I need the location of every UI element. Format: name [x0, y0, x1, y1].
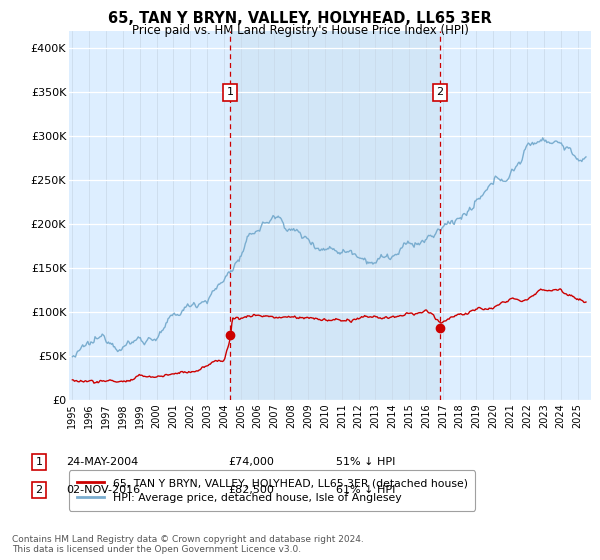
Text: 65, TAN Y BRYN, VALLEY, HOLYHEAD, LL65 3ER: 65, TAN Y BRYN, VALLEY, HOLYHEAD, LL65 3… [108, 11, 492, 26]
Text: 02-NOV-2016: 02-NOV-2016 [66, 485, 140, 495]
Text: 51% ↓ HPI: 51% ↓ HPI [336, 457, 395, 467]
Legend: 65, TAN Y BRYN, VALLEY, HOLYHEAD, LL65 3ER (detached house), HPI: Average price,: 65, TAN Y BRYN, VALLEY, HOLYHEAD, LL65 3… [69, 470, 475, 511]
Text: 61% ↓ HPI: 61% ↓ HPI [336, 485, 395, 495]
Text: Contains HM Land Registry data © Crown copyright and database right 2024.
This d: Contains HM Land Registry data © Crown c… [12, 535, 364, 554]
Text: £82,500: £82,500 [228, 485, 274, 495]
Text: £74,000: £74,000 [228, 457, 274, 467]
Text: 1: 1 [227, 87, 234, 97]
Text: 2: 2 [35, 485, 43, 495]
Text: 1: 1 [35, 457, 43, 467]
Text: 24-MAY-2004: 24-MAY-2004 [66, 457, 138, 467]
Text: 2: 2 [437, 87, 443, 97]
Text: Price paid vs. HM Land Registry's House Price Index (HPI): Price paid vs. HM Land Registry's House … [131, 24, 469, 36]
Bar [230, 31, 440, 400]
